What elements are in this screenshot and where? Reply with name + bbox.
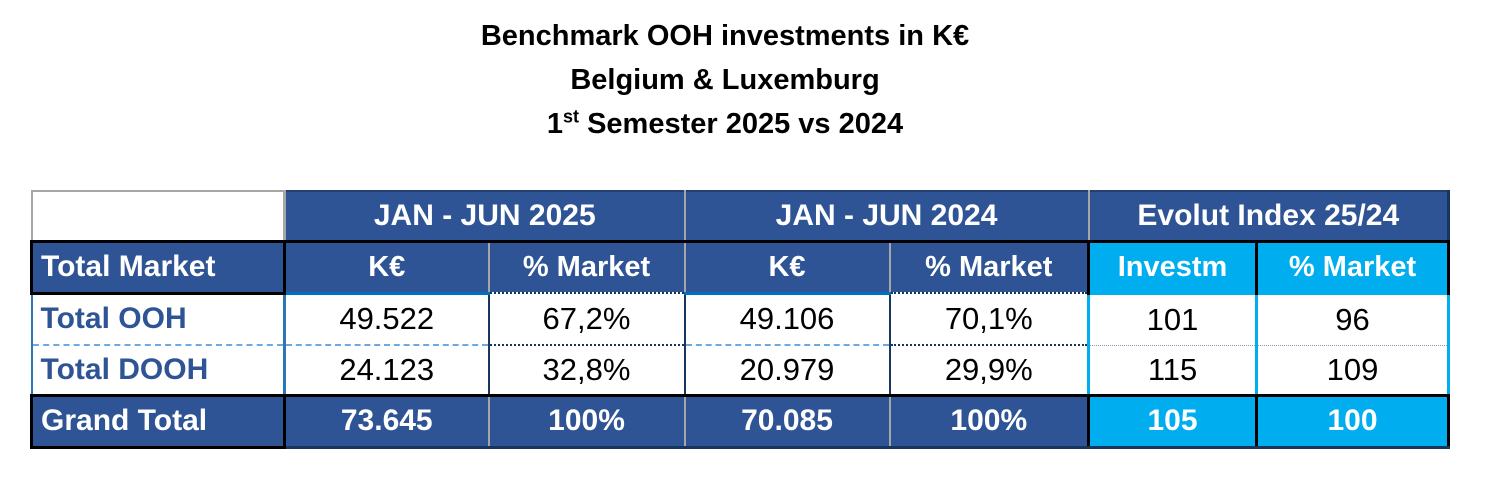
- total-dooh-pct-index: 109: [1255, 345, 1451, 397]
- total-ooh-pct-2025: 67,2%: [488, 292, 686, 346]
- total-ooh-ke-2024: 49.106: [683, 291, 891, 346]
- grand-total-pct-2025: 100%: [487, 393, 686, 449]
- chart-title: Benchmark OOH investments in K€ Belgium …: [30, 14, 1420, 146]
- row-label-total-dooh: Total DOOH: [30, 345, 286, 397]
- group-header-jan-jun-2025: JAN - JUN 2025: [283, 190, 686, 243]
- empty-corner-cell: [30, 190, 286, 243]
- group-header-evolut-index: Evolut Index 25/24: [1087, 190, 1451, 243]
- title-line-2: Belgium & Luxemburg: [570, 64, 880, 96]
- grand-total-pct-2024: 100%: [888, 393, 1090, 449]
- row-label-grand-total: Grand Total: [30, 393, 286, 449]
- sub-header-investm-index: Investm: [1087, 239, 1259, 294]
- sub-header-ke-2025: K€: [283, 239, 490, 295]
- table-row-grand-total: Grand Total 73.645 100% 70.085 100% 105 …: [30, 393, 1451, 449]
- grand-total-ke-2024: 70.085: [683, 393, 891, 449]
- grand-total-ke-2025: 73.645: [283, 393, 490, 449]
- row-header-total-market: Total Market: [30, 239, 286, 295]
- total-dooh-pct-2024: 29,9%: [889, 345, 1090, 397]
- total-ooh-pct-2024: 70,1%: [889, 292, 1090, 346]
- sub-header-pct-market-2025: % Market: [487, 239, 686, 294]
- total-ooh-investm-index: 101: [1087, 291, 1259, 346]
- title-line-3-rest: Semester 2025 vs 2024: [579, 108, 904, 140]
- title-line-3: 1st Semester 2025 vs 2024: [30, 102, 1420, 146]
- sub-header-ke-2024: K€: [683, 239, 891, 295]
- group-header-jan-jun-2024: JAN - JUN 2024: [683, 190, 1090, 243]
- total-dooh-ke-2024: 20.979: [683, 345, 891, 397]
- sub-header-pct-market-index: % Market: [1255, 239, 1451, 294]
- table-row-total-ooh: Total OOH 49.522 67,2% 49.106 70,1% 101 …: [30, 291, 1451, 346]
- row-label-total-ooh: Total OOH: [30, 293, 286, 346]
- title-line-1: Benchmark OOH investments in K€: [480, 20, 970, 52]
- total-dooh-ke-2025: 24.123: [283, 345, 490, 397]
- benchmark-table: JAN - JUN 2025 JAN - JUN 2024 Evolut Ind…: [30, 190, 1451, 449]
- title-line-3-superscript: st: [563, 106, 580, 127]
- table-row-total-dooh: Total DOOH 24.123 32,8% 20.979 29,9% 115…: [30, 345, 1451, 397]
- title-line-3-prefix: 1: [546, 108, 563, 140]
- total-ooh-pct-index: 96: [1255, 291, 1451, 346]
- sub-header-pct-market-2024: % Market: [888, 239, 1090, 294]
- total-ooh-ke-2025: 49.522: [283, 291, 490, 346]
- table-sub-header-row: Total Market K€ % Market K€ % Market Inv…: [30, 239, 1451, 295]
- grand-total-pct-index: 100: [1255, 393, 1451, 449]
- total-dooh-investm-index: 115: [1087, 345, 1259, 397]
- total-dooh-pct-2025: 32,8%: [488, 345, 686, 397]
- grand-total-investm-index: 105: [1087, 393, 1259, 449]
- table-group-header-row: JAN - JUN 2025 JAN - JUN 2024 Evolut Ind…: [30, 190, 1451, 243]
